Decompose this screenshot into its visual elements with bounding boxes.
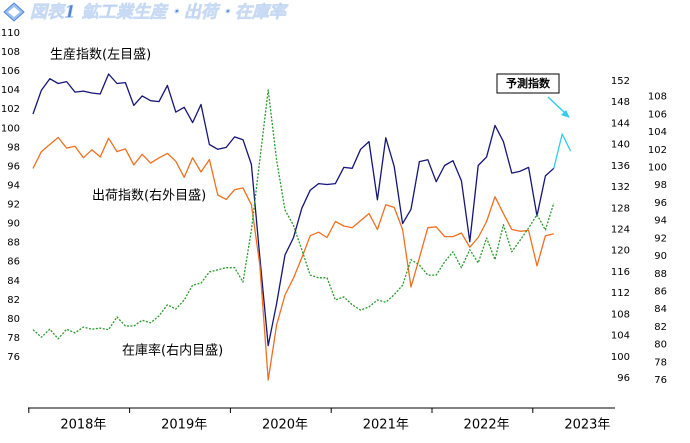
y-tick-label: 80 xyxy=(654,340,667,351)
annotation: 生産指数(左目盛) xyxy=(50,47,151,63)
y-tick-label: 98 xyxy=(654,180,667,191)
y-tick-label: 88 xyxy=(7,238,20,249)
y-tick-label: 96 xyxy=(654,198,667,209)
annotation-arrowhead xyxy=(561,110,570,118)
y-tick-label: 144 xyxy=(611,118,630,129)
y-tick-label: 92 xyxy=(7,200,20,211)
y-tick-label: 78 xyxy=(7,333,20,344)
y-tick-label: 88 xyxy=(654,269,667,280)
y-tick-label: 80 xyxy=(7,314,20,325)
y-tick-label: 120 xyxy=(611,246,630,257)
y-tick-label: 108 xyxy=(648,92,667,103)
x-tick-label: 2022年 xyxy=(464,418,510,433)
y-tick-label: 104 xyxy=(648,127,667,138)
y-tick-label: 82 xyxy=(7,295,20,306)
y-tick-label: 92 xyxy=(654,233,667,244)
y-tick-label: 104 xyxy=(1,85,20,96)
y-tick-label: 136 xyxy=(611,161,630,172)
y-tick-label: 152 xyxy=(611,76,630,87)
y-tick-label: 128 xyxy=(611,203,630,214)
y-tick-label: 108 xyxy=(611,309,630,320)
y-tick-label: 104 xyxy=(611,331,630,342)
y-tick-label: 148 xyxy=(611,97,630,108)
y-tick-label: 98 xyxy=(7,142,20,153)
y-tick-label: 140 xyxy=(611,140,630,151)
y-tick-label: 94 xyxy=(7,180,20,191)
y-tick-label: 108 xyxy=(1,47,20,58)
y-tick-label: 106 xyxy=(1,66,20,77)
y-tick-label: 132 xyxy=(611,182,630,193)
y-tick-label: 96 xyxy=(7,161,20,172)
series-line xyxy=(32,73,555,347)
y-tick-label: 86 xyxy=(7,257,20,268)
series-line xyxy=(32,89,555,340)
y-tick-label: 100 xyxy=(648,163,667,174)
x-tick-label: 2020年 xyxy=(262,418,308,433)
y-tick-label: 82 xyxy=(654,322,667,333)
y-tick-label: 96 xyxy=(617,373,630,384)
title-icon xyxy=(3,2,25,22)
y-tick-label: 106 xyxy=(648,109,667,120)
chart-title: 図表1 鉱工業生産・出荷・在庫率 xyxy=(30,3,289,23)
y-tick-label: 84 xyxy=(7,276,20,287)
annotation-arrow xyxy=(547,96,567,115)
y-tick-label: 90 xyxy=(7,219,20,230)
annotation: 予測指数 xyxy=(506,76,551,90)
x-tick-label: 2023年 xyxy=(564,418,610,433)
x-tick-label: 2021年 xyxy=(363,418,409,433)
y-tick-label: 86 xyxy=(654,286,667,297)
series-line xyxy=(32,136,554,381)
y-tick-label: 76 xyxy=(654,375,667,386)
y-tick-label: 116 xyxy=(611,267,630,278)
y-tick-label: 76 xyxy=(7,352,20,363)
y-tick-label: 84 xyxy=(654,304,667,315)
y-tick-label: 102 xyxy=(648,145,667,156)
y-tick-label: 110 xyxy=(1,28,20,39)
series-line xyxy=(553,133,572,169)
y-tick-label: 94 xyxy=(654,216,667,227)
annotation-box xyxy=(496,73,560,94)
y-tick-label: 100 xyxy=(1,123,20,134)
y-tick-label: 124 xyxy=(611,225,630,236)
x-tick-label: 2018年 xyxy=(60,418,106,433)
annotation: 在庫率(右内目盛) xyxy=(122,343,223,359)
x-tick-label: 2019年 xyxy=(161,418,207,433)
y-tick-label: 78 xyxy=(654,357,667,368)
y-tick-label: 112 xyxy=(611,288,630,299)
y-tick-label: 100 xyxy=(611,352,630,363)
y-tick-label: 102 xyxy=(1,104,20,115)
y-tick-label: 90 xyxy=(654,251,667,262)
annotation: 出荷指数(右外目盛) xyxy=(92,189,206,204)
